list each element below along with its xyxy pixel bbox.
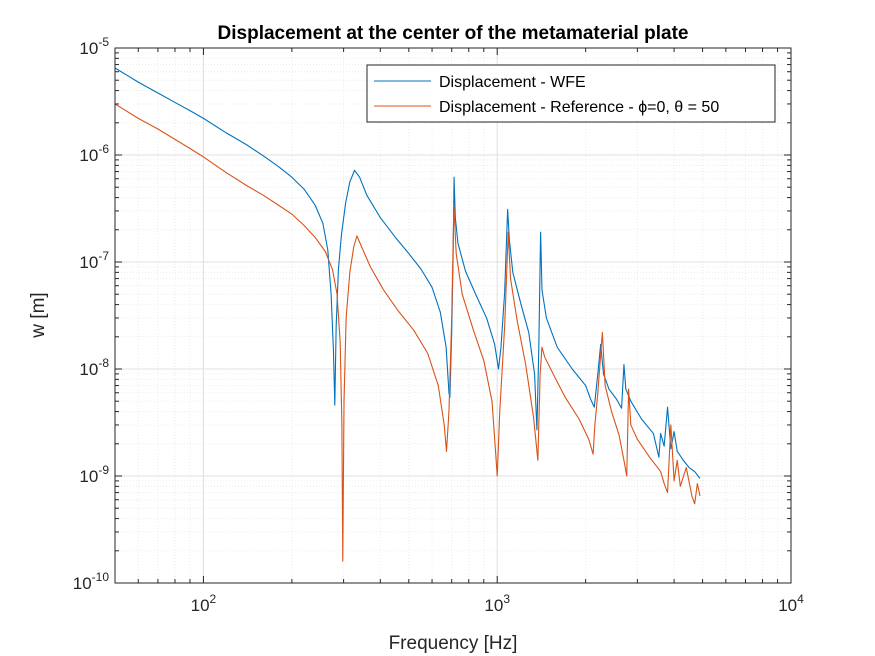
y-tick-exponent: -7 bbox=[98, 249, 109, 263]
y-tick-exponent: -9 bbox=[98, 463, 109, 477]
y-tick-label: 10-8 bbox=[79, 356, 109, 379]
x-tick-base: 10 bbox=[191, 596, 210, 615]
y-tick-label: 10-7 bbox=[79, 249, 109, 272]
series-layer bbox=[114, 67, 701, 562]
x-tick-base: 10 bbox=[484, 596, 503, 615]
legend-label-wfe: Displacement - WFE bbox=[439, 74, 586, 91]
y-tick-base: 10 bbox=[79, 253, 98, 272]
y-tick-exponent: -5 bbox=[98, 35, 109, 49]
x-tick-exponent: 3 bbox=[503, 592, 510, 606]
y-tick-base: 10 bbox=[79, 146, 98, 165]
y-tick-label: 10-9 bbox=[79, 463, 109, 486]
y-tick-base: 10 bbox=[79, 467, 98, 486]
y-tick-label: 10-5 bbox=[79, 35, 109, 58]
plot-border bbox=[114, 47, 792, 584]
y-tick-base: 10 bbox=[73, 574, 92, 593]
y-tick-base: 10 bbox=[79, 360, 98, 379]
legend: Displacement - WFE Displacement - Refere… bbox=[366, 64, 776, 123]
x-tick-label: 104 bbox=[778, 592, 804, 615]
series-line-reference bbox=[114, 103, 701, 562]
x-tick-exponent: 4 bbox=[797, 592, 804, 606]
legend-box bbox=[366, 64, 776, 123]
y-tick-exponent: -8 bbox=[98, 356, 109, 370]
x-axis-label: Frequency [Hz] bbox=[389, 633, 518, 654]
y-tick-label: 10-6 bbox=[79, 142, 109, 165]
series-line-wfe bbox=[114, 67, 701, 479]
legend-label-reference: Displacement - Reference - ϕ=0, θ = 50 bbox=[439, 99, 719, 116]
y-tick-exponent: -10 bbox=[92, 570, 110, 584]
y-tick-base: 10 bbox=[79, 39, 98, 58]
y-tick-exponent: -6 bbox=[98, 142, 109, 156]
axis-ticks bbox=[114, 47, 792, 584]
y-tick-label: 10-10 bbox=[73, 570, 110, 593]
x-tick-label: 102 bbox=[191, 592, 217, 615]
plot-area bbox=[115, 48, 791, 583]
y-axis-label: w [m] bbox=[28, 292, 49, 338]
x-tick-labels: 102 103 104 bbox=[191, 592, 804, 615]
x-tick-label: 103 bbox=[484, 592, 510, 615]
x-tick-exponent: 2 bbox=[210, 592, 217, 606]
chart-title: Displacement at the center of the metama… bbox=[218, 23, 689, 44]
x-tick-base: 10 bbox=[778, 596, 797, 615]
